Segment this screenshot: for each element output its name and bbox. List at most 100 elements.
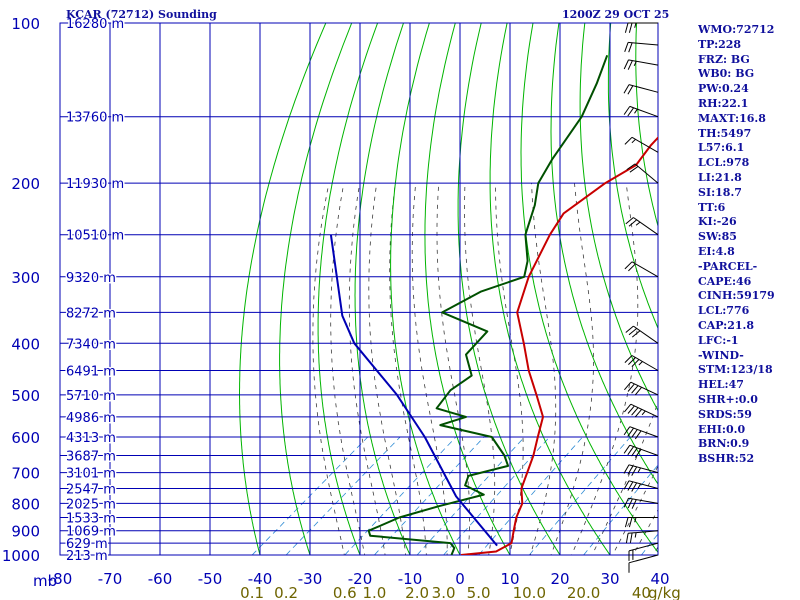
wind-barb-flag [628, 263, 636, 272]
pressure-unit-label: mb [33, 572, 57, 590]
sounding-datetime: 1200Z 29 OCT 25 [562, 8, 670, 21]
wind-barb-staff [630, 403, 659, 418]
wind-barb-staff [628, 554, 659, 564]
temperature-tick-label: -80 [48, 570, 73, 588]
temperature-tick-label: -40 [248, 570, 273, 588]
wind-barb [625, 530, 659, 544]
height-label: 4986 m [66, 411, 116, 426]
index-item: EHI:0.0 [698, 422, 746, 436]
wind-barb [623, 105, 659, 118]
wind-barb-half [641, 410, 646, 416]
moist-adiabat [495, 183, 524, 555]
wind-barb-staff [628, 530, 659, 534]
index-item: SW:85 [698, 230, 737, 244]
wind-barb-flag [627, 481, 634, 491]
temperature-tick-label: 40 [650, 570, 669, 588]
index-item: STM:123/18 [698, 363, 773, 377]
mixing-ratio-tick-label: 0.2 [274, 584, 298, 600]
wind-barb-staff [633, 325, 659, 344]
wind-barb-staff [628, 464, 659, 474]
wind-barb [625, 325, 659, 344]
wind-barb-staff [630, 381, 659, 396]
mixing-ratio-lines [251, 436, 658, 555]
index-item: LCL:978 [698, 156, 750, 170]
moist-adiabat [550, 183, 594, 555]
index-item: L57:6.1 [698, 141, 745, 155]
wind-barb-staff [628, 59, 659, 66]
index-item: LCL:776 [698, 304, 750, 318]
index-item: CAP:21.8 [698, 318, 755, 332]
wind-barb [624, 136, 659, 153]
wind-barb-half [634, 517, 637, 523]
indices-panel: WMO:72712 TP:228 FRZ: BG WB0: BG PW:0.24 RH:2… [698, 23, 800, 467]
mixing-ratio-tick-label: 0.6 [333, 584, 357, 600]
wind-barb-flag [628, 219, 638, 227]
wind-barb-half [638, 361, 643, 366]
mixing-ratio-tick-label: 40 [632, 584, 651, 600]
wind-barb [624, 41, 659, 53]
index-item: WMO:72712 [698, 23, 775, 36]
wind-barb-staff [629, 105, 659, 118]
wind-barb-half [634, 108, 638, 114]
wind-barb-flag [627, 427, 635, 437]
dry-adiabat [239, 23, 327, 555]
index-item: -PARCEL- [698, 259, 758, 273]
mixing-ratio-tick-label: 3.0 [432, 584, 456, 600]
dewpoint-trace [367, 54, 609, 555]
wind-barb-flag [625, 325, 634, 333]
height-label: 3687 m [66, 450, 116, 465]
dry-adiabat [457, 23, 561, 555]
pressure-tick-label: 800 [11, 495, 40, 513]
index-item: KI:-26 [698, 215, 737, 229]
wind-barb-flag [627, 383, 635, 392]
wind-barb-flag [631, 482, 638, 492]
parcel-trace [329, 234, 498, 547]
wind-barb-flag [631, 407, 639, 416]
moist-adiabat [312, 183, 345, 555]
dry-adiabat [279, 23, 353, 555]
height-label: 2547 m [66, 483, 116, 498]
wind-barb-flag [631, 429, 638, 438]
moist-adiabat [571, 183, 639, 555]
wind-barb-flag [631, 499, 637, 509]
plot-frame [59, 22, 659, 556]
wind-barb-flag [624, 261, 633, 270]
wind-barb-flag [627, 465, 634, 475]
wind-barb-staff [629, 444, 659, 456]
index-item: LFC:-1 [698, 333, 739, 347]
wind-barb-flag [631, 359, 640, 367]
wind-barb [625, 217, 659, 236]
dry-adiabat [489, 23, 611, 555]
temperature-trace [460, 136, 658, 555]
wind-barb-flag [624, 381, 632, 391]
index-item: CINH:59179 [698, 289, 775, 303]
pressure-tick-label: 300 [11, 269, 40, 287]
dry-adiabat [354, 23, 411, 555]
index-item: PW:0.24 [698, 82, 749, 96]
wind-barb [624, 22, 658, 33]
temperature-tick-label: 20 [550, 570, 569, 588]
dry-adiabat [607, 23, 658, 330]
wind-barb-staff [631, 355, 659, 371]
index-item: SHR+:0.0 [698, 392, 758, 406]
moist-adiabat [591, 401, 658, 555]
wind-barb-flag [623, 426, 631, 436]
pressure-tick-label: 200 [11, 175, 40, 193]
dry-adiabat [579, 23, 658, 412]
index-item: BSHR:52 [698, 452, 755, 466]
wind-barb [624, 261, 659, 278]
wind-barb-flag [624, 42, 629, 52]
index-item: FRZ: BG [698, 52, 750, 66]
wind-barb-flag [624, 355, 633, 363]
wind-barb [623, 59, 659, 70]
mixing-ratio-line [528, 436, 631, 555]
temperature-tick-label: -10 [398, 570, 423, 588]
height-label: 6491 m [66, 365, 116, 380]
wind-barb-flag [631, 385, 639, 394]
temperature-tick-label: -30 [298, 570, 323, 588]
wind-barb-staff [631, 261, 659, 278]
wind-barb-staff [629, 426, 659, 438]
moist-adiabat [389, 183, 427, 555]
